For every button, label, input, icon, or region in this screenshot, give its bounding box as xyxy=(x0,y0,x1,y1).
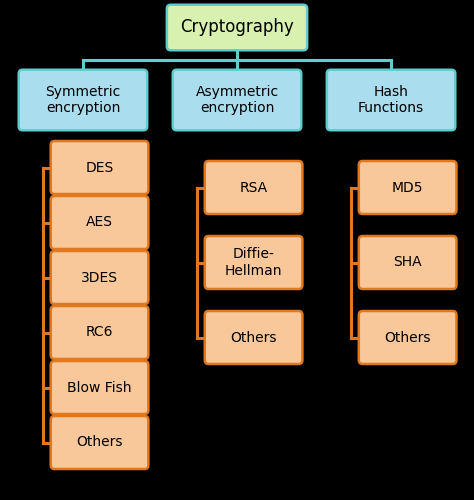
FancyBboxPatch shape xyxy=(359,311,456,364)
Text: RSA: RSA xyxy=(239,180,268,194)
FancyBboxPatch shape xyxy=(327,70,455,130)
FancyBboxPatch shape xyxy=(359,236,456,289)
Text: RC6: RC6 xyxy=(86,326,113,340)
Text: Blow Fish: Blow Fish xyxy=(67,380,132,394)
FancyBboxPatch shape xyxy=(359,161,456,214)
FancyBboxPatch shape xyxy=(167,5,307,51)
Text: Others: Others xyxy=(230,330,277,344)
FancyBboxPatch shape xyxy=(51,361,148,414)
Text: Asymmetric
encryption: Asymmetric encryption xyxy=(195,85,279,115)
FancyBboxPatch shape xyxy=(205,311,302,364)
Text: Diffie-
Hellman: Diffie- Hellman xyxy=(225,248,283,278)
Text: 3DES: 3DES xyxy=(81,270,118,284)
FancyBboxPatch shape xyxy=(51,141,148,194)
FancyBboxPatch shape xyxy=(173,70,301,130)
Text: Others: Others xyxy=(76,436,123,450)
Text: Cryptography: Cryptography xyxy=(180,18,294,36)
FancyBboxPatch shape xyxy=(51,306,148,359)
FancyBboxPatch shape xyxy=(205,236,302,289)
Text: DES: DES xyxy=(85,160,114,174)
Text: MD5: MD5 xyxy=(392,180,423,194)
Text: SHA: SHA xyxy=(393,256,422,270)
Text: Others: Others xyxy=(384,330,431,344)
FancyBboxPatch shape xyxy=(18,70,147,130)
FancyBboxPatch shape xyxy=(51,416,148,469)
FancyBboxPatch shape xyxy=(205,161,302,214)
FancyBboxPatch shape xyxy=(51,196,148,249)
Text: AES: AES xyxy=(86,216,113,230)
Text: Symmetric
encryption: Symmetric encryption xyxy=(46,85,120,115)
Text: Hash
Functions: Hash Functions xyxy=(358,85,424,115)
FancyBboxPatch shape xyxy=(51,251,148,304)
